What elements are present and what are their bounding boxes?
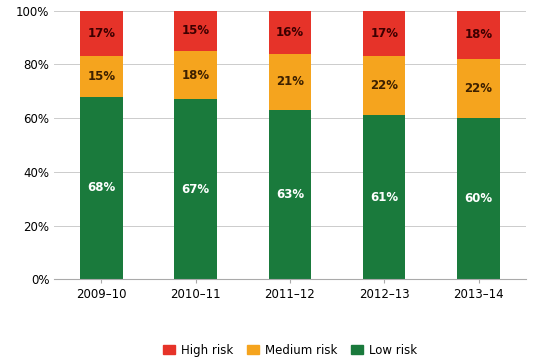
Bar [457,118,500,279]
Text: 67%: 67% [182,183,210,196]
Bar [175,51,217,100]
Bar [175,100,217,279]
Text: 21%: 21% [276,76,304,88]
Bar [269,110,311,279]
Bar [175,11,217,51]
Bar [80,56,122,97]
Text: 22%: 22% [370,79,398,92]
Text: 60%: 60% [464,192,493,205]
Bar [80,97,122,279]
Bar [457,11,500,59]
Bar [269,54,311,110]
Bar [363,115,405,279]
Text: 15%: 15% [87,70,115,83]
Text: 68%: 68% [87,182,115,194]
Text: 18%: 18% [182,69,210,82]
Text: 63%: 63% [276,188,304,201]
Text: 18%: 18% [464,28,493,42]
Text: 22%: 22% [464,82,493,95]
Bar [269,11,311,54]
Bar [363,56,405,115]
Bar [80,11,122,56]
Text: 17%: 17% [87,27,115,40]
Text: 16%: 16% [276,26,304,39]
Text: 61%: 61% [370,191,398,204]
Text: 17%: 17% [370,27,398,40]
Legend: High risk, Medium risk, Low risk: High risk, Medium risk, Low risk [158,339,422,358]
Bar [457,59,500,118]
Bar [363,11,405,56]
Text: 15%: 15% [182,24,210,37]
